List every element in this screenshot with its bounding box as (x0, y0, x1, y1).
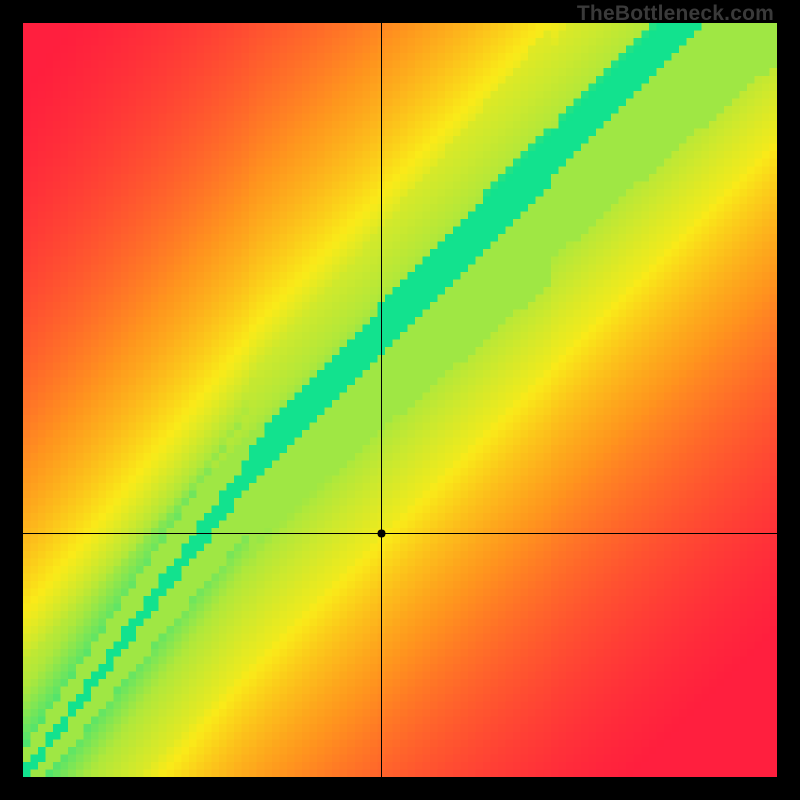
crosshair-overlay (23, 23, 777, 777)
heatmap-container (23, 23, 777, 777)
plot-frame (23, 23, 777, 777)
watermark-text: TheBottleneck.com (577, 2, 774, 26)
